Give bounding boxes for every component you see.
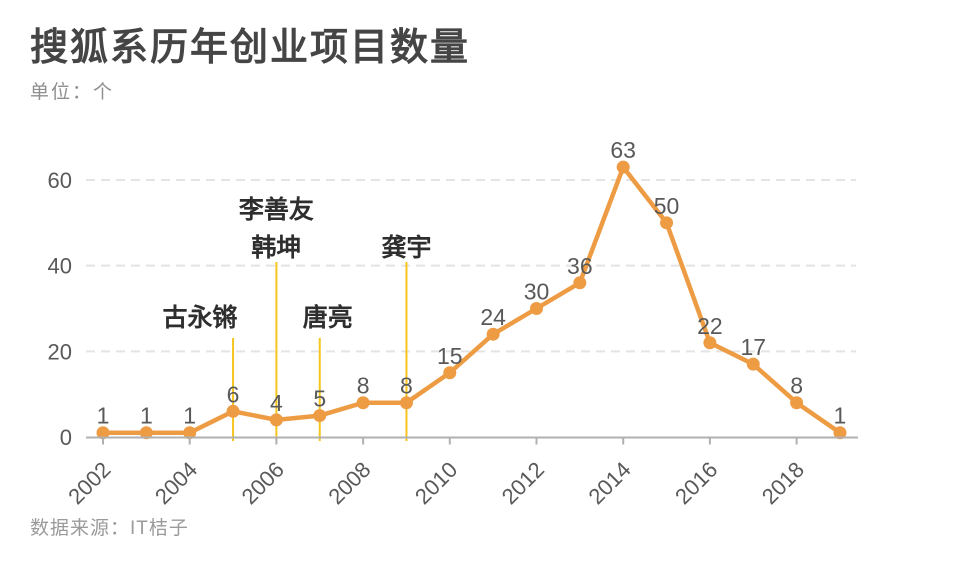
data-point-label: 30 [524, 279, 550, 305]
data-point [530, 302, 543, 316]
data-point-label: 5 [313, 386, 326, 412]
data-point [790, 396, 804, 410]
data-point [443, 366, 457, 380]
data-point-label: 50 [654, 193, 680, 219]
x-tick-label: 2004 [150, 457, 202, 509]
data-point [139, 426, 153, 440]
data-point-label: 6 [227, 381, 240, 407]
data-point [486, 327, 500, 341]
data-point [399, 396, 413, 410]
data-point-label: 36 [567, 253, 593, 279]
data-point [183, 426, 197, 440]
data-point [703, 336, 717, 350]
data-point [746, 357, 760, 371]
unit-label: 单位：个 [30, 82, 115, 103]
x-tick-label: 2002 [63, 457, 115, 509]
y-tick-label: 0 [60, 425, 72, 450]
data-source-label: 数据来源：IT桔子 [30, 518, 189, 539]
data-point-label: 1 [140, 403, 153, 429]
data-point [356, 396, 370, 410]
x-tick-label: 2018 [757, 457, 809, 509]
data-point-label: 1 [834, 403, 847, 429]
annotation-label: 唐亮 [303, 303, 353, 332]
data-point [226, 404, 240, 418]
y-tick-label: 40 [48, 254, 72, 279]
x-tick-label: 2010 [410, 457, 462, 509]
data-point-label: 1 [183, 403, 196, 429]
annotation-label: 龚宇 [381, 234, 431, 262]
data-point-label: 8 [790, 373, 803, 399]
data-point-label: 22 [697, 313, 723, 339]
data-point-label: 8 [400, 373, 413, 399]
data-point [833, 426, 847, 440]
annotation-label: 韩坤 [251, 234, 301, 262]
data-point-label: 17 [740, 334, 766, 360]
series-line [100, 164, 843, 435]
data-point-label: 4 [270, 390, 283, 416]
x-tick-label: 2012 [497, 457, 549, 509]
annotation-label: 李善友 [239, 196, 314, 224]
data-point [616, 160, 630, 174]
data-point [660, 216, 674, 230]
chart-title: 搜狐系历年创业项目数量 [30, 27, 471, 69]
data-point [269, 413, 283, 427]
data-point-label: 8 [357, 373, 370, 399]
y-tick-label: 60 [48, 168, 72, 193]
annotation-label: 古永锵 [163, 303, 238, 332]
data-point-label: 24 [480, 304, 506, 330]
x-tick-label: 2008 [323, 457, 375, 509]
x-tick-label: 2016 [670, 457, 722, 509]
data-point-label: 15 [437, 343, 463, 369]
data-point [313, 409, 327, 423]
x-tick-label: 2006 [237, 457, 289, 509]
data-point-label: 63 [610, 137, 636, 163]
data-point [96, 426, 110, 440]
x-tick-label: 2014 [583, 457, 635, 509]
y-tick-label: 20 [48, 339, 72, 364]
data-point-label: 1 [97, 403, 110, 429]
data-point [573, 276, 587, 290]
